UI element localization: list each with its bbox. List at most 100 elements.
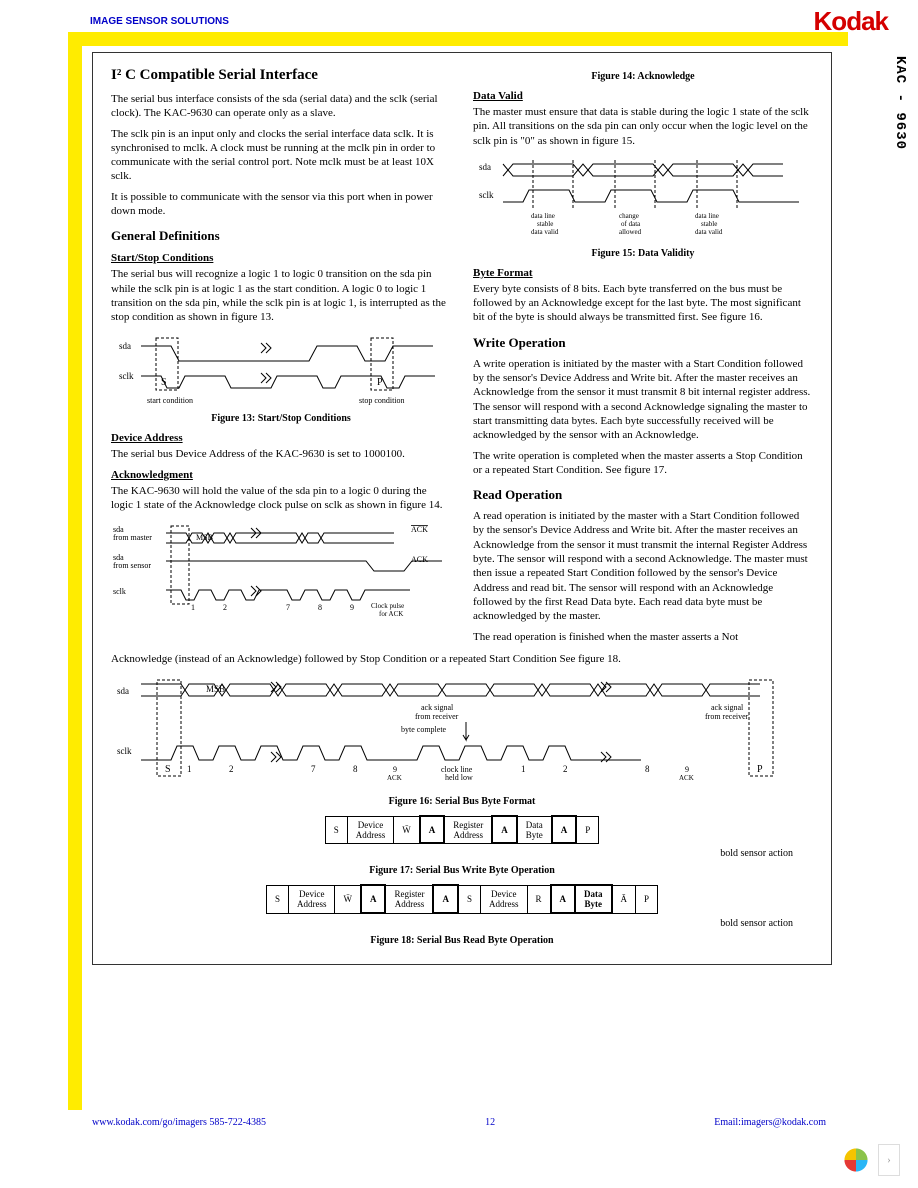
figure-16-caption: Figure 16: Serial Bus Byte Format (111, 796, 813, 807)
svg-text:data line: data line (695, 212, 719, 220)
figure-17-caption: Figure 17: Serial Bus Write Byte Operati… (111, 865, 813, 876)
intro-p2: The sclk pin is an input only and clocks… (111, 127, 451, 184)
figure-15-diagram: sda sclk data linestabledata valid chang… (473, 154, 813, 244)
byte-format-heading: Byte Format (473, 267, 813, 279)
device-address-text: The serial bus Device Address of the KAC… (111, 447, 451, 461)
write-operation-table: SDeviceAddressW̄ARegisterAddressADataByt… (325, 815, 600, 844)
left-column: I² C Compatible Serial Interface The ser… (111, 67, 451, 650)
device-address-heading: Device Address (111, 432, 451, 444)
acknowledgment-text: The KAC-9630 will hold the value of the … (111, 484, 451, 513)
svg-text:1: 1 (187, 764, 192, 774)
start-stop-heading: Start/Stop Conditions (111, 252, 451, 264)
svg-text:MSB: MSB (206, 684, 225, 694)
write-operation-p2: The write operation is completed when th… (473, 449, 813, 478)
figure-15-caption: Figure 15: Data Validity (473, 248, 813, 259)
figure-13-caption: Figure 13: Start/Stop Conditions (111, 413, 451, 424)
svg-text:sclk: sclk (479, 190, 494, 200)
svg-text:1: 1 (521, 764, 526, 774)
svg-text:sclk: sclk (117, 746, 132, 756)
read-operation-p2: The read operation is finished when the … (473, 630, 813, 644)
svg-text:ACK: ACK (387, 774, 402, 782)
write-operation-heading: Write Operation (473, 335, 813, 351)
read-operation-p1: A read operation is initiated by the mas… (473, 509, 813, 623)
svg-text:from master: from master (113, 533, 152, 542)
svg-text:stable: stable (701, 220, 717, 228)
svg-text:2: 2 (563, 764, 568, 774)
byte-format-text: Every byte consists of 8 bits. Each byte… (473, 282, 813, 325)
svg-text:ACK: ACK (411, 525, 428, 534)
svg-text:ack signal: ack signal (711, 703, 744, 712)
header-label: IMAGE SENSOR SOLUTIONS (90, 16, 229, 27)
svg-text:P: P (377, 377, 383, 388)
svg-text:2: 2 (223, 603, 227, 612)
svg-text:Clock pulse: Clock pulse (371, 602, 404, 610)
svg-text:S: S (161, 377, 167, 388)
intro-p3: It is possible to communicate with the s… (111, 190, 451, 219)
svg-text:1: 1 (191, 603, 195, 612)
svg-text:allowed: allowed (619, 228, 642, 236)
span-line: Acknowledge (instead of an Acknowledge) … (111, 652, 813, 666)
svg-text:sclk: sclk (113, 587, 126, 596)
svg-text:2: 2 (229, 764, 234, 774)
svg-text:byte complete: byte complete (401, 725, 447, 734)
svg-text:sda: sda (479, 162, 491, 172)
svg-text:9: 9 (685, 765, 689, 774)
svg-text:sda: sda (119, 341, 131, 351)
corner-widget[interactable]: › (840, 1144, 900, 1176)
right-column: Figure 14: Acknowledge Data Valid The ma… (473, 67, 813, 650)
write-operation-p1: A write operation is initiated by the ma… (473, 357, 813, 443)
svg-text:start condition: start condition (147, 396, 193, 405)
svg-text:8: 8 (318, 603, 322, 612)
svg-text:from receiver: from receiver (705, 712, 749, 721)
start-stop-text: The serial bus will recognize a logic 1 … (111, 267, 451, 324)
read-operation-table: SDeviceAddressW̄ARegisterAddressASDevice… (266, 884, 658, 914)
svg-text:7: 7 (311, 764, 316, 774)
footer-link-left[interactable]: www.kodak.com/go/imagers 585-722-4385 (92, 1117, 266, 1128)
svg-text:9: 9 (350, 603, 354, 612)
svg-text:for ACK: for ACK (379, 610, 403, 618)
svg-text:of data: of data (621, 220, 641, 228)
bold-note-2: bold sensor action (111, 918, 793, 929)
svg-text:P: P (757, 764, 763, 775)
svg-text:from receiver: from receiver (415, 712, 459, 721)
svg-text:from sensor: from sensor (113, 561, 151, 570)
main-title: I² C Compatible Serial Interface (111, 67, 451, 84)
data-valid-text: The master must ensure that data is stab… (473, 105, 813, 148)
data-valid-heading: Data Valid (473, 90, 813, 102)
svg-text:stable: stable (537, 220, 553, 228)
page-content: I² C Compatible Serial Interface The ser… (92, 52, 832, 965)
svg-text:stop condition: stop condition (359, 396, 405, 405)
footer: www.kodak.com/go/imagers 585-722-4385 12… (0, 1113, 918, 1128)
acknowledgment-heading: Acknowledgment (111, 469, 451, 481)
svg-text:9: 9 (393, 765, 397, 774)
svg-text:data valid: data valid (695, 228, 723, 236)
svg-text:sclk: sclk (119, 371, 134, 381)
figure-18-caption: Figure 18: Serial Bus Read Byte Operatio… (111, 935, 813, 946)
figure-13-diagram: sda sclk S P start condition stop condit… (111, 331, 451, 409)
svg-text:ack signal: ack signal (421, 703, 454, 712)
intro-p1: The serial bus interface consists of the… (111, 92, 451, 121)
svg-text:change: change (619, 212, 639, 220)
svg-text:sda: sda (117, 686, 129, 696)
svg-text:ACK: ACK (411, 555, 428, 564)
figure-14-diagram: sdafrom master MSB ACK sdafrom sensor AC… (111, 518, 451, 618)
figure-16-diagram: sda MSB ack signalfrom receiver ack sign… (111, 672, 811, 792)
svg-text:held low: held low (445, 773, 473, 782)
general-definitions-heading: General Definitions (111, 228, 451, 244)
svg-text:MSB: MSB (196, 533, 213, 542)
widget-logo-icon (840, 1144, 872, 1176)
svg-text:8: 8 (645, 764, 650, 774)
svg-text:S: S (165, 764, 171, 775)
svg-text:8: 8 (353, 764, 358, 774)
svg-text:data valid: data valid (531, 228, 559, 236)
svg-text:7: 7 (286, 603, 290, 612)
kodak-logo: Kodak (814, 6, 888, 37)
figure-14-caption: Figure 14: Acknowledge (473, 71, 813, 82)
svg-text:data line: data line (531, 212, 555, 220)
page-number: 12 (485, 1117, 495, 1128)
bold-note-1: bold sensor action (111, 848, 793, 859)
side-product-label: KAC - 9630 (892, 56, 908, 150)
svg-text:ACK: ACK (679, 774, 694, 782)
footer-link-right[interactable]: Email:imagers@kodak.com (714, 1117, 826, 1128)
widget-arrow-icon[interactable]: › (878, 1144, 900, 1176)
